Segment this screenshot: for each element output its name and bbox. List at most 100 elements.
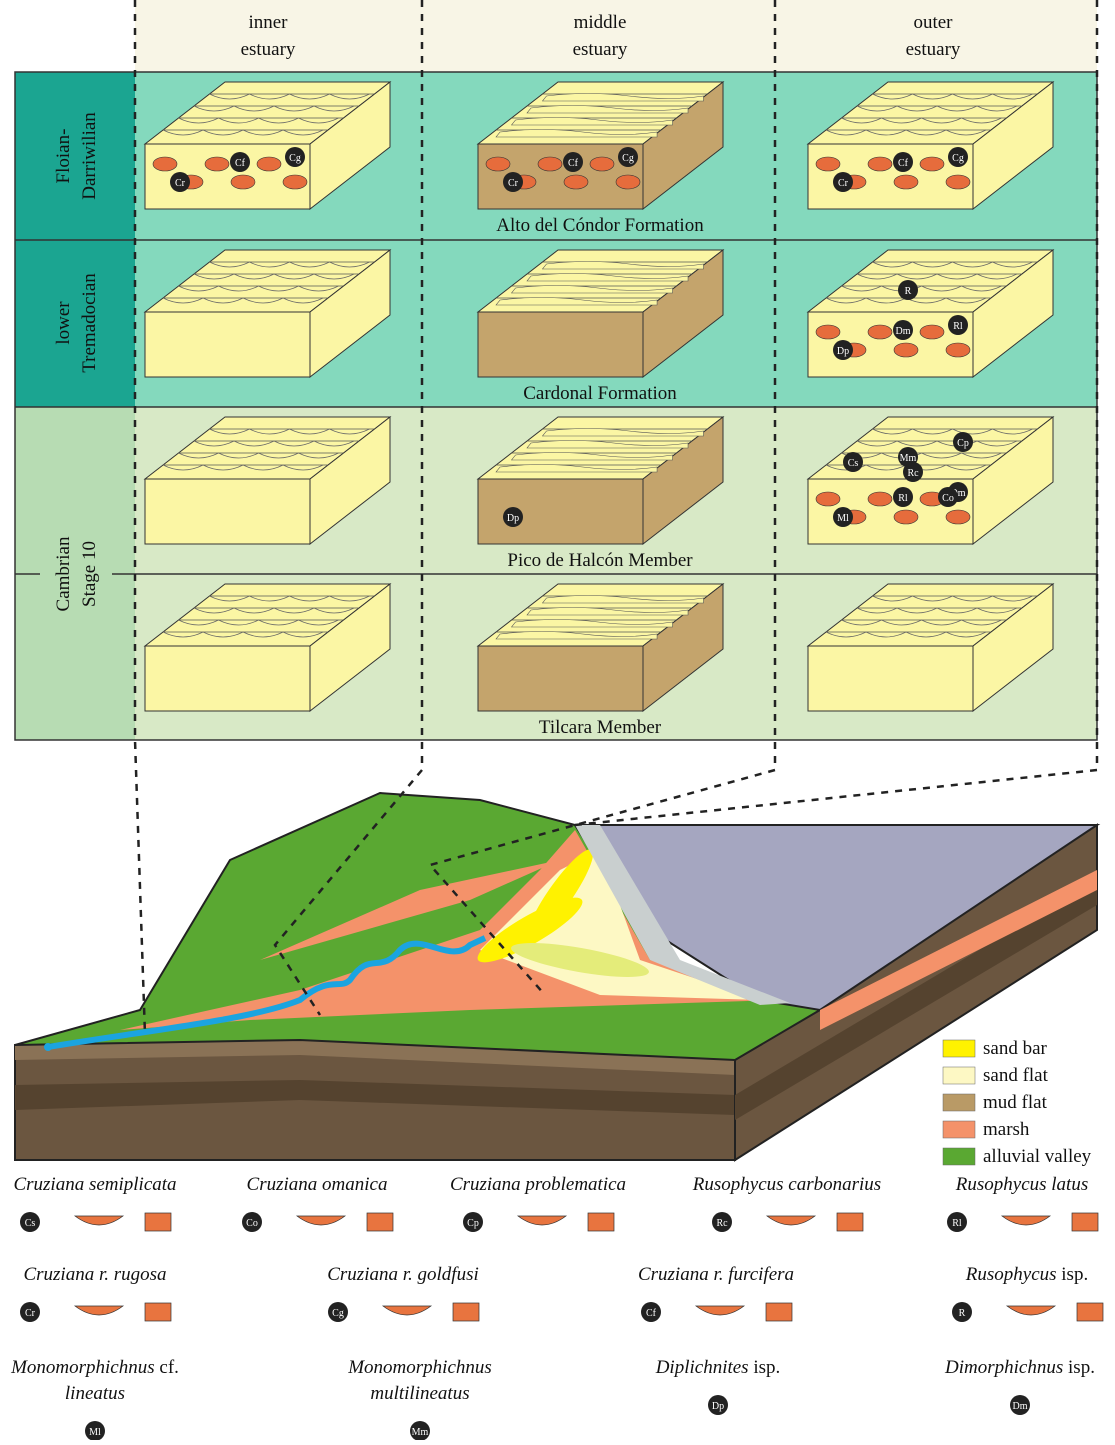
cross-bed [905, 129, 947, 136]
legend-swatch [942, 1066, 976, 1085]
block-diagram [476, 248, 725, 379]
cross-bed [992, 261, 1033, 268]
cross-bed [825, 129, 867, 136]
cross-bed [952, 261, 993, 268]
trace [204, 156, 230, 172]
cross-bed [162, 297, 204, 304]
trace-marker [938, 487, 958, 507]
header-band [135, 0, 1097, 72]
trace-marker [618, 147, 638, 167]
cross-bed [233, 273, 275, 280]
cross-bed [329, 595, 370, 602]
name-part: Rusophycus latus [955, 1174, 1088, 1195]
cross-bed [896, 105, 938, 112]
trace-code: Cs [848, 458, 859, 469]
block-side [642, 582, 724, 713]
trace-code: Cr [838, 178, 849, 189]
trace [485, 156, 511, 172]
trace [945, 509, 971, 525]
cross-bed [921, 619, 962, 626]
sand-layer [541, 595, 704, 604]
trace-sketch [516, 1215, 568, 1226]
ichnotaxon-code-circle [328, 1302, 348, 1322]
name-part: isp. [1063, 1357, 1095, 1378]
trace-marker [285, 147, 305, 167]
block-diagram [806, 415, 1055, 546]
trace-sketch [765, 1302, 793, 1322]
block-diagram [806, 582, 1055, 713]
cross-bed [976, 273, 1018, 280]
cross-bed [193, 607, 235, 614]
cross-bed [329, 93, 370, 100]
trace-sketch [295, 1215, 347, 1226]
trace-marker [953, 432, 973, 452]
block-side [309, 248, 391, 379]
block-front [144, 311, 311, 378]
ichnotaxon-name: Rusophycus latus [955, 1174, 1088, 1195]
cross-bed [209, 261, 250, 268]
trace-marker [948, 147, 968, 167]
cross-bed [921, 452, 962, 459]
sand-layer [495, 297, 658, 306]
block-front [144, 143, 311, 210]
trace-code: Dm [951, 488, 966, 499]
name-part: lineatus [65, 1383, 125, 1404]
period-label-line: Floian- [53, 129, 74, 184]
trace [589, 156, 615, 172]
cross-bed [282, 297, 324, 304]
sand-layer [526, 105, 689, 114]
cross-bed [992, 595, 1033, 602]
cross-bed [945, 631, 987, 638]
trace [230, 174, 256, 190]
trace-code: Dp [507, 513, 519, 524]
trace-sketch [1005, 1305, 1057, 1316]
cross-bed [872, 595, 913, 602]
column-header: inner [248, 12, 288, 33]
cross-bed [233, 105, 275, 112]
cross-bed [896, 607, 938, 614]
trace-code: Rl [953, 321, 963, 332]
ichnotaxon-code: Rl [952, 1218, 962, 1229]
cross-bed [242, 464, 284, 471]
trace-sketch [452, 1302, 480, 1322]
cross-bed [273, 273, 315, 280]
trace [537, 156, 563, 172]
cross-bed [865, 129, 907, 136]
cross-bed [258, 452, 299, 459]
ichnotaxon-code-circle [463, 1212, 483, 1232]
column-header: estuary [573, 39, 628, 60]
cross-bed [289, 595, 330, 602]
ichnotaxon-code: Cs [25, 1218, 36, 1229]
ichnotaxon-name: Cruziana r. goldfusi [327, 1264, 479, 1285]
cross-bed [936, 105, 978, 112]
period-label-line: lower [53, 301, 74, 345]
ichnotaxon-name: Cruziana semiplicata [13, 1174, 176, 1195]
period-label-line: Tremadocian [79, 273, 100, 373]
cross-bed [282, 129, 324, 136]
cross-bed [178, 117, 219, 124]
block-front [477, 645, 644, 712]
trace-marker [170, 172, 190, 192]
sand-layer [510, 117, 673, 126]
name-part: Dimorphichnus [944, 1357, 1063, 1378]
ichnotaxon-name: Rusophycus isp. [965, 1264, 1088, 1285]
cross-bed [976, 440, 1018, 447]
trace-marker [903, 462, 923, 482]
block-side [642, 415, 724, 546]
trace [867, 491, 893, 507]
trace-marker [503, 172, 523, 192]
cross-bed [298, 285, 339, 292]
column-header: estuary [241, 39, 296, 60]
trace [282, 174, 308, 190]
ichnotaxon-code: Cp [467, 1218, 479, 1229]
trace-code: Cf [898, 158, 909, 169]
trace-marker [833, 172, 853, 192]
name-part: multilineatus [370, 1383, 469, 1404]
sand-layer [495, 129, 658, 138]
trace [919, 324, 945, 340]
trace [563, 174, 589, 190]
name-part: Cruziana r. furcifera [638, 1264, 794, 1285]
cross-bed [952, 595, 993, 602]
unit-name: Cardonal Formation [523, 383, 677, 404]
